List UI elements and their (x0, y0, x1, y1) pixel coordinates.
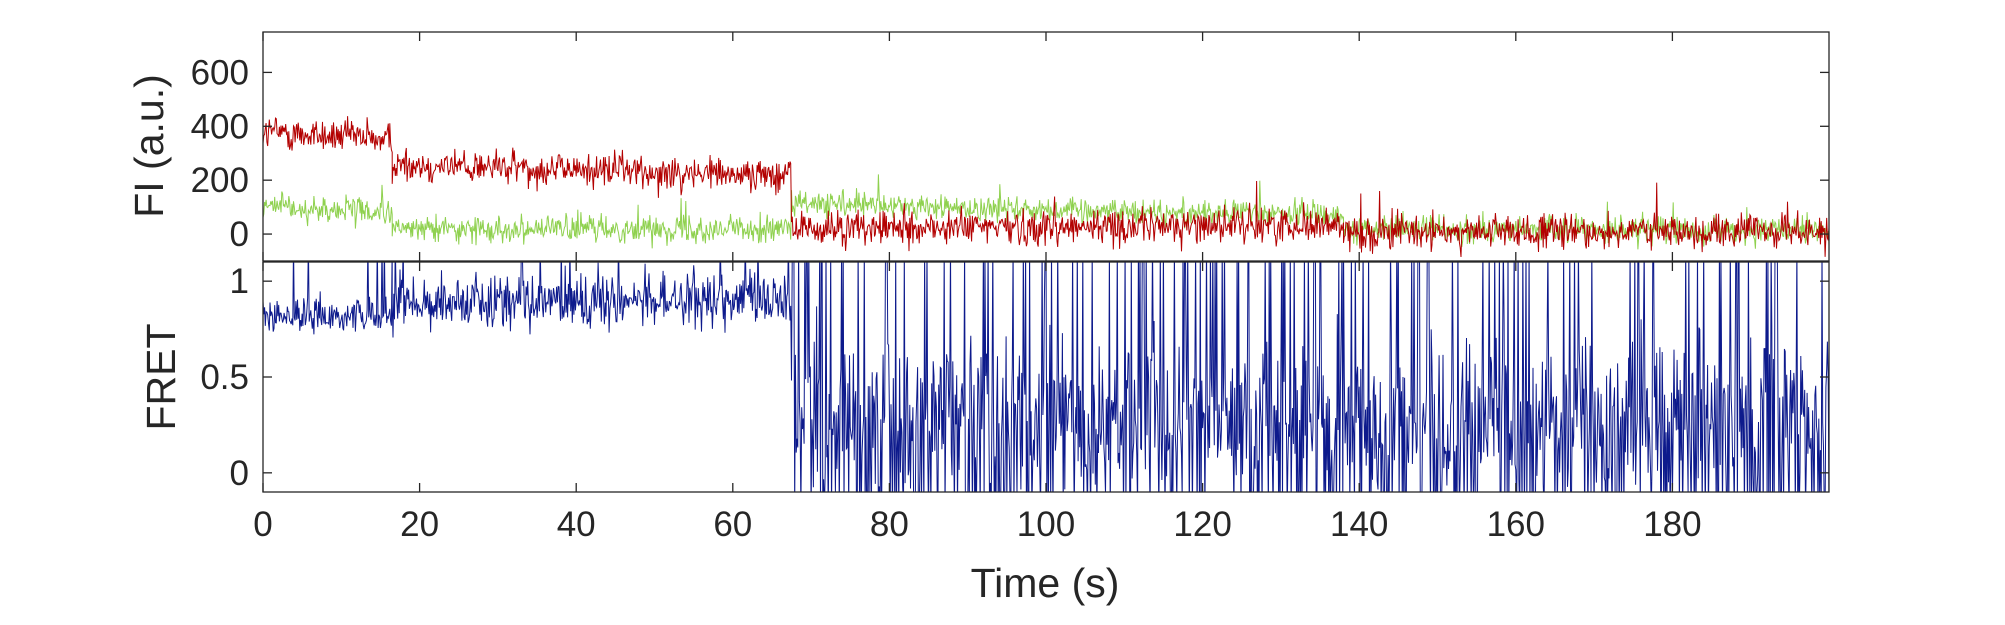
bottom-panel: 0 0.5 1 0 20 40 60 80 100 120 140 160 180 FRET Time … (138, 261, 1830, 606)
bottom-traces (263, 262, 1829, 492)
top-ticks: 0 200 400 600 (191, 32, 1829, 261)
bottom-y-axis-title: FRET (138, 323, 184, 430)
x-tick-label-4: 80 (870, 505, 909, 544)
x-axis-title: Time (s) (971, 560, 1120, 606)
top-series-1 (263, 174, 1829, 250)
top-y-axis-title: FI (a.u.) (126, 74, 172, 218)
x-tick-label-7: 140 (1330, 505, 1388, 544)
x-tick-label-6: 120 (1173, 505, 1231, 544)
top-y-tick-label-1: 200 (191, 161, 249, 200)
x-tick-label-8: 160 (1487, 505, 1545, 544)
bottom-series-0 (263, 262, 1829, 492)
top-panel: 0 200 400 600 FI (a.u.) (126, 31, 1830, 262)
bottom-y-tick-label-0: 0 (230, 454, 249, 493)
top-y-tick-label-3: 600 (191, 53, 249, 92)
x-tick-label-1: 20 (400, 505, 439, 544)
top-y-tick-label-2: 400 (191, 107, 249, 146)
bottom-y-tick-label-1: 0.5 (200, 358, 249, 397)
bottom-y-tick-label-2: 1 (230, 262, 249, 301)
x-tick-label-2: 40 (557, 505, 596, 544)
x-tick-label-9: 180 (1643, 505, 1701, 544)
x-tick-label-0: 0 (253, 505, 272, 544)
bottom-ticks: 0 0.5 1 0 20 40 60 80 100 120 140 160 180 (200, 262, 1829, 544)
top-y-tick-label-0: 0 (230, 215, 249, 254)
top-series-0 (263, 116, 1829, 258)
top-traces (263, 116, 1829, 258)
x-tick-label-3: 60 (713, 505, 752, 544)
top-frame (262, 31, 1830, 262)
x-tick-label-5: 100 (1017, 505, 1075, 544)
bottom-frame (262, 261, 1830, 493)
